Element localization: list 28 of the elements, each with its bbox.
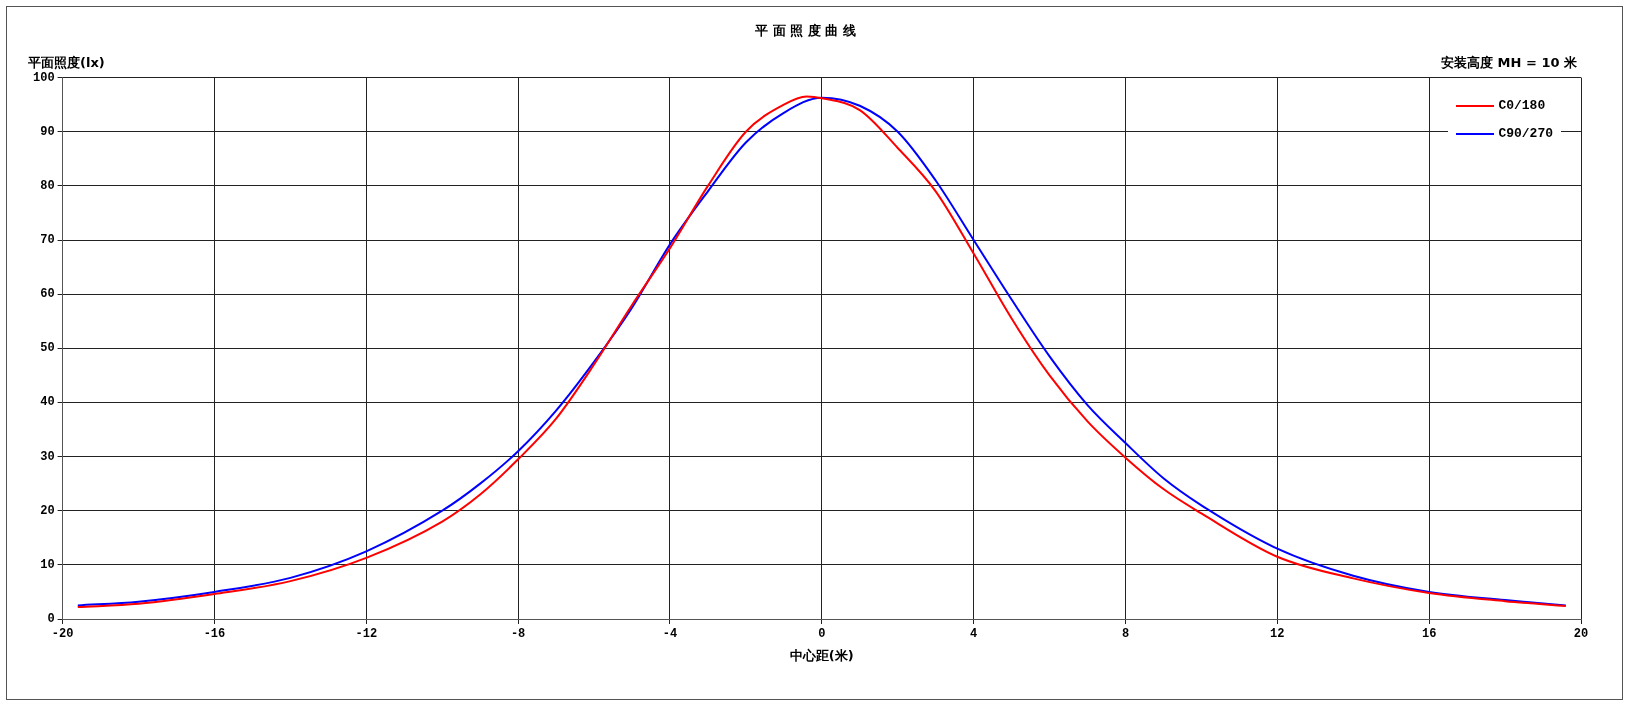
x-tick-label: 8 (1121, 627, 1130, 642)
x-axis-title: 中心距(米) (789, 647, 854, 663)
legend-label: C90/270 (1498, 126, 1553, 142)
x-tick-label: -20 (51, 627, 74, 642)
y-tick-label: 90 (40, 124, 55, 139)
y-tick-label: 100 (32, 70, 55, 85)
x-tick-label: -12 (355, 627, 378, 642)
y-tick-label: 60 (40, 287, 55, 302)
text: 安装高度 MH = 10 米 (1441, 53, 1577, 72)
y-tick-label: 10 (40, 557, 55, 572)
y-tick-label: 40 (40, 395, 55, 410)
x-tick-label: -4 (662, 627, 678, 642)
y-tick-label: 50 (40, 341, 55, 356)
x-tick-label: 0 (818, 627, 826, 642)
x-tick-label: -16 (203, 627, 226, 642)
x-tick-label: 4 (970, 627, 978, 642)
x-tick-label: 16 (1421, 627, 1437, 642)
y-tick-label: 30 (40, 449, 55, 464)
y-tick-label: 20 (40, 503, 55, 518)
x-tick-label: -8 (510, 627, 526, 642)
y-axis-title: 平面照度(lx) (28, 53, 105, 72)
y-tick-label: 80 (40, 178, 55, 193)
y-tick-label: 0 (47, 612, 55, 627)
x-tick-label: 12 (1270, 627, 1285, 642)
chart-title: 平 面 照 度 曲 线 (754, 23, 856, 39)
legend-label: C0/180 (1498, 98, 1546, 114)
y-tick-label: 70 (40, 233, 55, 248)
x-tick-label: 20 (1573, 627, 1589, 642)
